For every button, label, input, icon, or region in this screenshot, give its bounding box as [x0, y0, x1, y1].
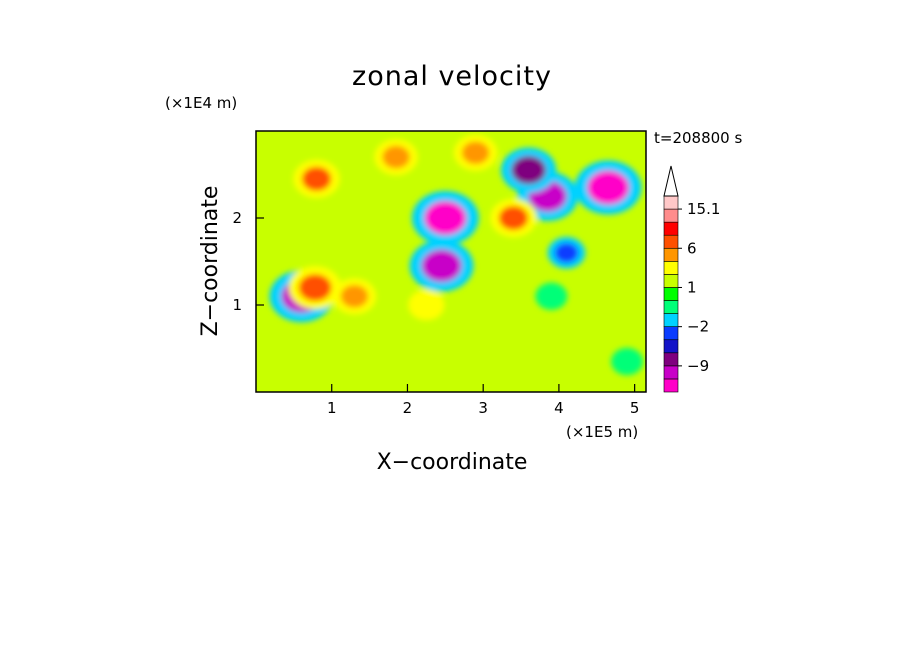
- plot-frame: [255, 130, 647, 393]
- x-tick-label: 1: [327, 399, 337, 417]
- x-tick-label: 3: [478, 399, 488, 417]
- field-lobe: [511, 156, 546, 185]
- colorbar-label: −9: [687, 357, 709, 375]
- x-tick-label: 2: [403, 399, 413, 417]
- field-lobe: [421, 249, 462, 283]
- field-lobe: [424, 201, 467, 235]
- colorbar-swatch: [663, 208, 679, 223]
- x-ticks: 1 2 3 4 5: [327, 384, 639, 417]
- y-tick-label: 2: [232, 209, 242, 227]
- time-label: t=208800 s: [654, 129, 742, 147]
- colorbar-swatch: [663, 352, 679, 367]
- colorbar-swatch: [663, 378, 679, 393]
- colorbar-swatch: [663, 339, 679, 354]
- colorbar-swatch: [663, 300, 679, 314]
- y-scale-note: (×1E4 m): [165, 94, 237, 112]
- field-lobe: [298, 274, 332, 301]
- chart-title: zonal velocity: [352, 61, 552, 92]
- x-axis-label: X−coordinate: [377, 450, 528, 475]
- colorbar-label: 6: [687, 239, 697, 257]
- field-lobe: [554, 242, 579, 263]
- y-axis-label: Z−coordinate: [198, 186, 223, 337]
- plot-area: [256, 131, 646, 392]
- field-lobe: [587, 170, 630, 205]
- colorbar-swatch: [663, 234, 679, 249]
- field-lobe: [340, 284, 369, 308]
- colorbar: 15.1 6 1 −2 −9: [663, 165, 720, 393]
- colorbar-swatch: [663, 195, 679, 210]
- colorbar-swatch: [663, 247, 679, 262]
- colorbar-swatch: [663, 221, 679, 236]
- y-tick-label: 1: [232, 296, 242, 314]
- colorbar-label: 1: [687, 278, 697, 296]
- field-lobe: [415, 295, 438, 315]
- field-lobe: [461, 141, 490, 165]
- colorbar-label: −2: [687, 318, 709, 336]
- colorbar-swatch: [663, 313, 679, 327]
- colorbar-swatch: [663, 261, 679, 275]
- velocity-field: [269, 134, 644, 376]
- field-lobe: [617, 353, 638, 371]
- colorbar-swatch: [663, 326, 679, 341]
- y-ticks: 12: [232, 209, 264, 314]
- field-lobe: [302, 166, 332, 191]
- x-tick-label: 5: [630, 399, 640, 417]
- field-lobe: [541, 287, 562, 305]
- colorbar-swatch: [663, 274, 679, 288]
- colorbar-swatch: [663, 365, 679, 380]
- x-tick-label: 4: [554, 399, 564, 417]
- colorbar-label: 15.1: [687, 200, 720, 218]
- field-lobe: [382, 145, 410, 169]
- field-lobe: [498, 205, 529, 231]
- x-scale-note: (×1E5 m): [566, 423, 638, 441]
- colorbar-extend-arrow: [663, 165, 679, 197]
- colorbar-swatch: [663, 287, 679, 301]
